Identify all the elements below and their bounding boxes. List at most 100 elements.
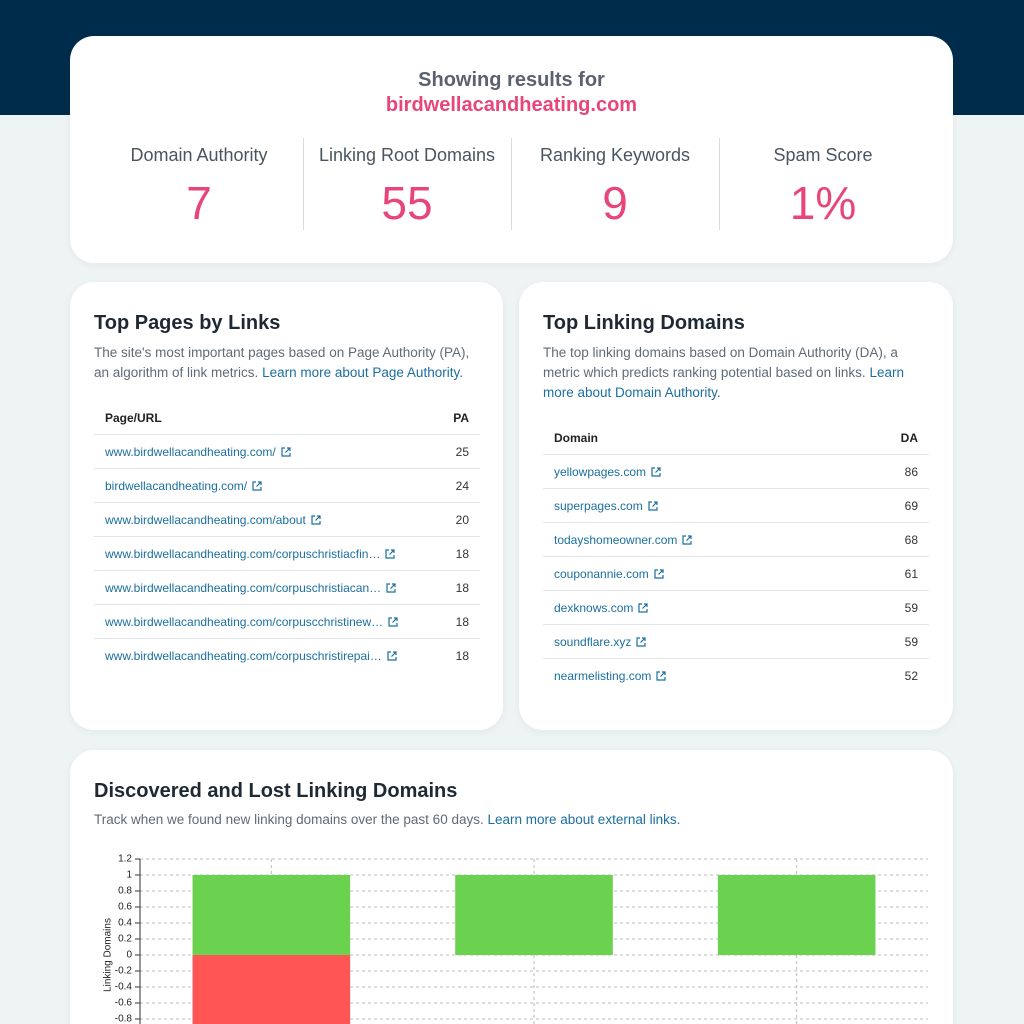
learn-more-link[interactable]: Learn more about Domain Authority. xyxy=(543,365,904,400)
url-cell: yellowpages.com xyxy=(543,454,853,489)
y-tick-label: 1.2 xyxy=(118,854,132,865)
y-axis-title: Linking Domains xyxy=(103,918,114,992)
domain: birdwellacandheating.com xyxy=(385,94,638,116)
learn-more-link[interactable]: Learn more about Page Authority. xyxy=(262,365,463,380)
card-title: Top Pages by Links xyxy=(94,312,281,334)
y-tick-label: -0.2 xyxy=(115,966,133,977)
header-row: Domain DA xyxy=(543,421,929,455)
url-link[interactable]: yellowpages.com xyxy=(554,464,647,479)
table-row: www.birdwellacandheating.com/corpuschris… xyxy=(94,639,480,673)
url-cell: superpages.com xyxy=(543,488,853,523)
y-tick-label: 0.8 xyxy=(118,886,132,897)
metric-value: 55 xyxy=(381,177,433,229)
url-cell: soundflare.xyz xyxy=(543,624,853,659)
url-link[interactable]: soundflare.xyz xyxy=(554,634,632,649)
divider xyxy=(511,138,512,230)
metric-value: 1% xyxy=(789,177,857,229)
external-icon xyxy=(311,514,321,525)
url-link[interactable]: www.birdwellacandheating.com/about xyxy=(105,512,306,527)
y-tick-label: 0.2 xyxy=(118,934,132,945)
url-cell: www.birdwellacandheating.com/corpuscchri… xyxy=(94,604,439,639)
bar xyxy=(192,955,351,1024)
score-cell: 25 xyxy=(438,434,480,469)
external-icon xyxy=(654,568,664,579)
url-link[interactable]: todayshomeowner.com xyxy=(554,532,678,547)
column-header: Domain xyxy=(543,421,853,455)
table-row: www.birdwellacandheating.com/corpuschris… xyxy=(94,536,480,571)
learn-more-link[interactable]: Learn more about external links. xyxy=(487,812,681,827)
url-link[interactable]: www.birdwellacandheating.com/corpuschris… xyxy=(105,546,381,561)
card-description: The site's most important pages based on… xyxy=(94,343,484,383)
url-cell: nearmelisting.com xyxy=(543,659,853,693)
column-header: DA xyxy=(852,421,929,455)
table-row: www.birdwellacandheating.com/about 20 xyxy=(94,502,480,537)
y-tick-label: 1 xyxy=(126,870,132,881)
url-link[interactable]: www.birdwellacandheating.com/ xyxy=(105,444,276,459)
table-row: www.birdwellacandheating.com/corpuscchri… xyxy=(94,604,480,639)
y-tick-label: 0 xyxy=(126,950,132,961)
url-link[interactable]: dexknows.com xyxy=(554,600,634,615)
chart: -0.8 -0.6 -0.4 -0.2 0 0.2 0.4 0.6 0.8 1 1.2 Linking… xyxy=(103,854,928,1024)
card-description: Track when we found new linking domains … xyxy=(94,810,680,830)
top-domains-card: Top Linking Domains The top linking doma… xyxy=(519,282,953,730)
external-icon xyxy=(252,480,262,491)
table-row: soundflare.xyz 59 xyxy=(543,624,929,659)
score-cell: 68 xyxy=(852,522,929,557)
url-link[interactable]: birdwellacandheating.com/ xyxy=(105,478,248,493)
score-cell: 52 xyxy=(904,668,918,683)
url-link[interactable]: www.birdwellacandheating.com/corpuschris… xyxy=(105,648,382,663)
external-icon xyxy=(651,466,661,477)
metric-label: Linking Root Domains xyxy=(318,145,496,165)
bar xyxy=(717,875,876,955)
score-cell: 20 xyxy=(438,502,480,537)
score-cell: 61 xyxy=(852,556,929,591)
y-tick-label: -0.6 xyxy=(115,998,133,1009)
results-heading: Showing results for xyxy=(418,69,605,91)
url-link[interactable]: www.birdwellacandheating.com/corpuschris… xyxy=(105,580,382,595)
external-icon xyxy=(648,500,658,511)
url-link[interactable]: www.birdwellacandheating.com/corpuscchri… xyxy=(105,614,384,629)
y-tick-label: -0.8 xyxy=(115,1014,133,1024)
score-cell: 59 xyxy=(852,590,929,625)
url-cell: dexknows.com xyxy=(543,590,853,625)
table-row: dexknows.com 59 xyxy=(543,590,929,625)
url-link[interactable]: couponannie.com xyxy=(554,566,649,581)
y-tick-label: 0.4 xyxy=(118,918,132,929)
external-icon xyxy=(638,602,648,613)
table-row: couponannie.com 61 xyxy=(543,556,929,591)
url-cell: www.birdwellacandheating.com/ xyxy=(94,434,439,469)
metric-label: Ranking Keywords xyxy=(539,145,691,165)
external-icon xyxy=(387,650,397,661)
top-pages-card: Top Pages by Links The site's most impor… xyxy=(70,282,503,730)
y-tick-label: 0.6 xyxy=(118,902,132,913)
score-cell: 24 xyxy=(438,468,480,503)
score-cell: 59 xyxy=(852,624,929,659)
header-row: Page/URL PA xyxy=(94,401,480,435)
url-cell: www.birdwellacandheating.com/corpuschris… xyxy=(94,570,439,605)
description: The site's most important pages based on… xyxy=(94,345,470,380)
url-cell: www.birdwellacandheating.com/corpuschris… xyxy=(94,536,439,571)
divider xyxy=(303,138,304,230)
table-row: birdwellacandheating.com/24 xyxy=(94,468,480,503)
column-header: Page/URL xyxy=(94,401,439,435)
url-cell: todayshomeowner.com xyxy=(543,522,853,557)
y-tick-label: -0.4 xyxy=(115,982,133,993)
url-cell: www.birdwellacandheating.com/about xyxy=(94,502,439,537)
external-icon xyxy=(386,582,396,593)
url-link[interactable]: superpages.com xyxy=(554,498,643,513)
divider xyxy=(719,138,720,230)
url-link[interactable]: nearmelisting.com xyxy=(554,668,652,683)
metric-value: 7 xyxy=(186,177,212,229)
external-icon xyxy=(682,534,693,545)
score-cell: 18 xyxy=(455,648,469,663)
card-title: Discovered and Lost Linking Domains xyxy=(94,780,458,802)
score-cell: 18 xyxy=(438,604,480,639)
url-cell: birdwellacandheating.com/ xyxy=(94,468,439,503)
card-title: Top Linking Domains xyxy=(543,312,745,334)
score-cell: 18 xyxy=(438,570,480,605)
table-row: www.birdwellacandheating.com/25 xyxy=(94,434,480,469)
bar xyxy=(455,875,613,955)
summary-card: Showing results for birdwellacandheating… xyxy=(70,36,953,263)
table-row: nearmelisting.com 52 xyxy=(543,659,929,693)
